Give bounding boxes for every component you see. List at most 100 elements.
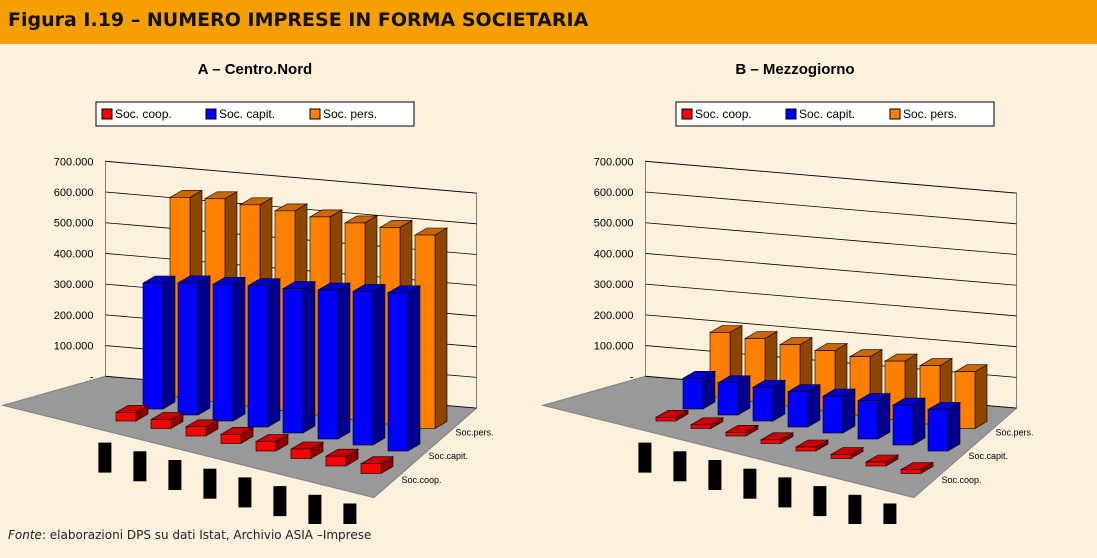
category-label-box <box>308 494 322 524</box>
grid-line <box>105 160 477 194</box>
bar <box>892 404 914 446</box>
bar <box>682 377 704 410</box>
y-tick-label: - <box>90 371 94 383</box>
legend: Soc. coop. Soc. capit. Soc. pers. <box>95 101 415 127</box>
y-tick-label: 500.000 <box>594 218 634 230</box>
legend-label: Soc. coop. <box>115 107 172 121</box>
depth-label: Soc.coop. <box>942 475 982 485</box>
bar-side <box>842 388 856 434</box>
legend: Soc. coop. Soc. capit. Soc. pers. <box>675 101 995 127</box>
bar <box>822 395 844 434</box>
depth-label: Soc.capit. <box>969 451 1009 461</box>
grid-line <box>645 191 1017 225</box>
bar <box>787 391 809 428</box>
y-tick-label: 700.000 <box>594 156 634 168</box>
bar-side <box>302 281 316 434</box>
source: Fonte: elaborazioni DPS su dati Istat, A… <box>8 528 371 542</box>
legend-box <box>95 101 415 127</box>
legend-label: Soc. capit. <box>219 107 275 121</box>
bar-side <box>947 401 961 452</box>
bar <box>387 292 409 452</box>
category-label-box <box>98 442 112 473</box>
category-label-box <box>708 460 722 490</box>
bar <box>725 432 747 437</box>
category-label-box <box>133 451 147 482</box>
y-tick-label: - <box>630 371 634 383</box>
y-tick-label: 200.000 <box>54 310 94 322</box>
y-tick-label: 100.000 <box>594 341 634 353</box>
bar-side <box>807 384 821 428</box>
chart-title: B – Mezzogiorno <box>735 61 854 78</box>
header-title: Figura I.19 – NUMERO IMPRESE IN FORMA SO… <box>8 9 589 31</box>
bar-side <box>372 283 386 446</box>
y-tick-label: 700.000 <box>54 156 94 168</box>
bar-side <box>877 393 891 440</box>
category-label-box <box>203 468 217 499</box>
category-label-box <box>778 477 792 508</box>
category-label-box <box>883 503 897 524</box>
header-bar: Figura I.19 – NUMERO IMPRESE IN FORMA SO… <box>0 0 1097 44</box>
category-label-box <box>343 503 357 524</box>
legend-label: Soc. capit. <box>799 107 855 121</box>
bar <box>865 461 887 467</box>
bar-side <box>197 275 211 416</box>
bar <box>185 426 207 437</box>
legend-label: Soc. pers. <box>903 107 957 121</box>
legend-swatch <box>889 108 901 120</box>
depth-label: Soc.capit. <box>429 451 469 461</box>
y-tick-label: 400.000 <box>54 248 94 260</box>
category-label-box <box>848 494 862 524</box>
legend-swatch <box>101 108 113 120</box>
bar <box>760 439 782 444</box>
bar <box>142 282 164 410</box>
legend-swatch <box>681 108 693 120</box>
bar <box>352 291 374 446</box>
category-label-box <box>238 477 252 508</box>
grid-line <box>645 222 1017 255</box>
bar <box>115 412 137 422</box>
bar <box>220 433 242 444</box>
bar <box>690 424 712 429</box>
bar-side <box>434 227 448 430</box>
bar-side <box>267 278 281 428</box>
bar <box>282 288 304 434</box>
bar-side <box>232 276 246 422</box>
bar <box>360 463 382 474</box>
y-tick-label: 500.000 <box>54 218 94 230</box>
grid-line <box>645 314 1017 348</box>
y-tick-label: 600.000 <box>54 187 94 199</box>
bar <box>150 419 172 429</box>
category-label-box <box>638 442 652 473</box>
depth-label: Soc.pers. <box>456 428 494 438</box>
bar <box>857 400 879 440</box>
chart-title: A – Centro.Nord <box>198 61 312 78</box>
legend-swatch <box>309 108 321 120</box>
bar <box>795 446 817 452</box>
y-tick-label: 100.000 <box>54 341 94 353</box>
category-label-box <box>273 486 287 517</box>
y-tick-label: 300.000 <box>594 279 634 291</box>
bar <box>290 448 312 459</box>
y-tick-label: 400.000 <box>594 248 634 260</box>
bar <box>927 409 949 452</box>
grid-line <box>645 283 1017 317</box>
bar <box>752 386 774 422</box>
y-tick-label: 600.000 <box>594 187 634 199</box>
bar <box>317 289 339 440</box>
bar-side <box>162 275 176 410</box>
charts: A – Centro.Nord Soc. coop. Soc. capit. Soc.… <box>0 61 1034 524</box>
grid-line <box>645 253 1017 286</box>
category-label-box <box>673 451 687 482</box>
source-text: : elaborazioni DPS su dati Istat, Archiv… <box>41 528 372 542</box>
legend-swatch <box>205 108 217 120</box>
source-label: Fonte <box>8 528 42 542</box>
bar <box>325 455 347 467</box>
bar <box>900 469 922 474</box>
grid-line <box>645 160 1017 194</box>
y-tick-label: 200.000 <box>594 310 634 322</box>
bar <box>255 441 277 452</box>
bar-side <box>407 285 421 452</box>
category-label-box <box>813 486 827 517</box>
bar <box>655 417 677 422</box>
